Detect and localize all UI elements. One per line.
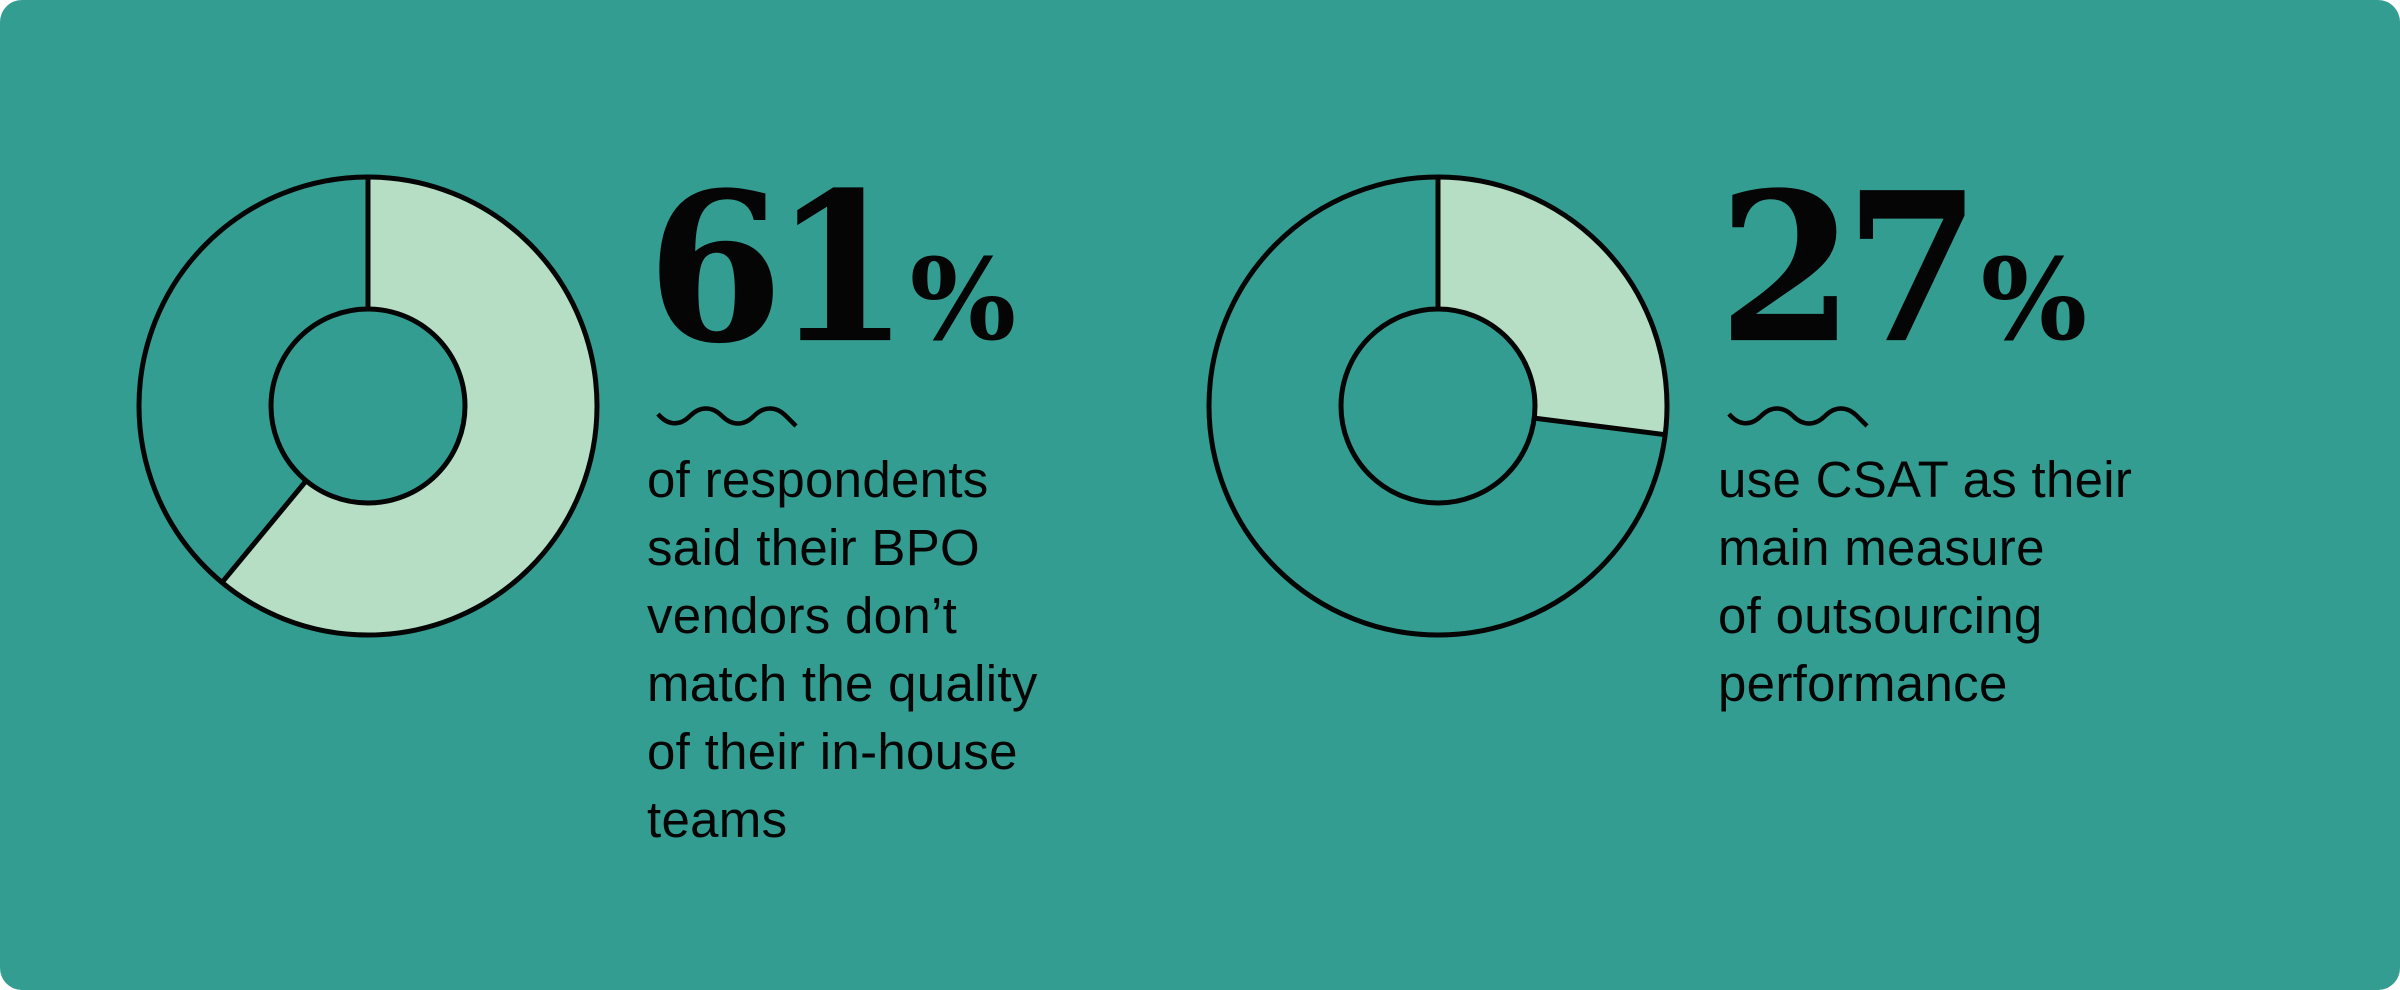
description-line: said their BPO (647, 519, 981, 576)
squiggle-icon (1727, 406, 1869, 428)
donut-chart-27 (1206, 174, 1670, 638)
description-line: vendors don’t (647, 587, 958, 644)
stat-unit-27: % (1980, 235, 2088, 367)
description-line: teams (647, 791, 788, 848)
donut-chart-61 (136, 174, 600, 638)
description-line: match the quality (647, 655, 1038, 712)
stat-value-27: 27 (1718, 148, 1981, 390)
stat-block-61: 61 % of respondents said their BPO vendo… (647, 158, 1038, 854)
donut-value-slice (1438, 177, 1667, 435)
donut-divider-end (1533, 415, 1666, 438)
description-line: performance (1718, 655, 2008, 712)
donut-inner-outline (1338, 306, 1538, 506)
donut-value-slice (222, 177, 597, 635)
squiggle-icon (656, 406, 798, 428)
description-line: of their in-house (647, 723, 1018, 780)
stat-headline-61: 61 % (647, 148, 1038, 390)
stat-unit-61: % (909, 235, 1017, 367)
stat-value-61: 61 (647, 148, 910, 390)
donut-inner-outline (268, 306, 468, 506)
donut-divider-end (220, 479, 309, 585)
stat-description-27: use CSAT as their main measure of outsou… (1718, 446, 2132, 718)
description-line: main measure (1718, 519, 2045, 576)
stat-description-61: of respondents said their BPO vendors do… (647, 446, 1038, 854)
stat-headline-27: 27 % (1718, 148, 2132, 390)
description-line: of outsourcing (1718, 587, 2043, 644)
stat-block-27: 27 % use CSAT as their main measure of o… (1718, 158, 2132, 718)
description-line: of respondents (647, 451, 989, 508)
description-line: use CSAT as their (1718, 451, 2133, 508)
